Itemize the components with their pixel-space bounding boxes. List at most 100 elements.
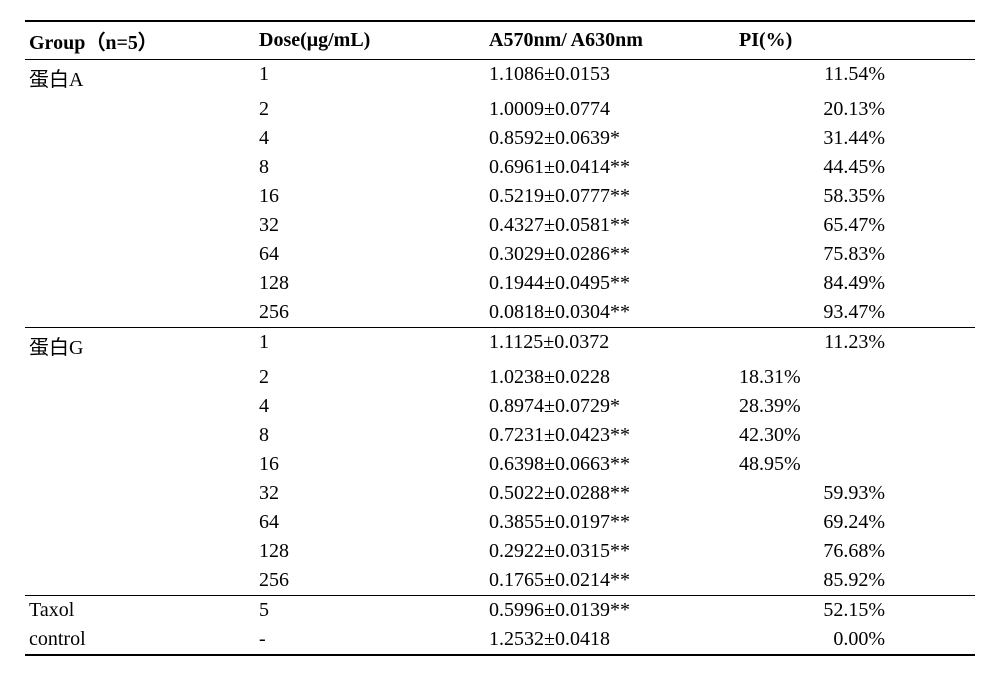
cell-group <box>25 508 255 537</box>
cell-abs: 0.6398±0.0663** <box>485 450 735 479</box>
cell-group: Taxol <box>25 596 255 626</box>
cell-dose: 16 <box>255 182 485 211</box>
cell-group <box>25 479 255 508</box>
cell-pi: 18.31% <box>735 363 975 392</box>
table-row: 1280.2922±0.0315**76.68% <box>25 537 975 566</box>
table-row: Taxol50.5996±0.0139**52.15% <box>25 596 975 626</box>
cell-dose: 2 <box>255 95 485 124</box>
cell-dose: 4 <box>255 392 485 421</box>
cell-abs: 0.5996±0.0139** <box>485 596 735 626</box>
header-row: Group（n=5） Dose(μg/mL) A570nm/ A630nm PI… <box>25 21 975 60</box>
cell-group <box>25 240 255 269</box>
table-row: 蛋白A11.1086±0.015311.54% <box>25 60 975 96</box>
cell-abs: 0.7231±0.0423** <box>485 421 735 450</box>
cell-pi: 20.13% <box>735 95 975 124</box>
cell-pi: 69.24% <box>735 508 975 537</box>
cell-abs: 0.2922±0.0315** <box>485 537 735 566</box>
table-row: 1280.1944±0.0495**84.49% <box>25 269 975 298</box>
cell-abs: 0.4327±0.0581** <box>485 211 735 240</box>
table-row: 320.4327±0.0581**65.47% <box>25 211 975 240</box>
cell-abs: 0.5022±0.0288** <box>485 479 735 508</box>
cell-dose: 32 <box>255 211 485 240</box>
cell-group: control <box>25 625 255 655</box>
cell-dose: 5 <box>255 596 485 626</box>
cell-dose: 8 <box>255 421 485 450</box>
cell-dose: 4 <box>255 124 485 153</box>
cell-dose: 16 <box>255 450 485 479</box>
cell-dose: 2 <box>255 363 485 392</box>
cell-abs: 0.8592±0.0639* <box>485 124 735 153</box>
cell-group <box>25 182 255 211</box>
cell-group: 蛋白A <box>25 60 255 96</box>
cell-abs: 0.3029±0.0286** <box>485 240 735 269</box>
cell-dose: - <box>255 625 485 655</box>
cell-pi: 48.95% <box>735 450 975 479</box>
cell-group <box>25 392 255 421</box>
cell-pi: 76.68% <box>735 537 975 566</box>
cell-pi: 42.30% <box>735 421 975 450</box>
cell-abs: 0.3855±0.0197** <box>485 508 735 537</box>
table-row: 2560.1765±0.0214**85.92% <box>25 566 975 596</box>
cell-abs: 0.0818±0.0304** <box>485 298 735 328</box>
cell-pi: 85.92% <box>735 566 975 596</box>
cell-abs: 0.5219±0.0777** <box>485 182 735 211</box>
table-row: 80.7231±0.0423**42.30% <box>25 421 975 450</box>
cell-group <box>25 298 255 328</box>
cell-pi: 11.23% <box>735 328 975 364</box>
cell-group <box>25 95 255 124</box>
table-row: 蛋白G11.1125±0.037211.23% <box>25 328 975 364</box>
cell-group <box>25 153 255 182</box>
cell-abs: 1.0238±0.0228 <box>485 363 735 392</box>
cell-group <box>25 269 255 298</box>
cell-pi: 44.45% <box>735 153 975 182</box>
table-row: 21.0009±0.077420.13% <box>25 95 975 124</box>
cell-pi: 28.39% <box>735 392 975 421</box>
cell-pi: 84.49% <box>735 269 975 298</box>
cell-pi: 31.44% <box>735 124 975 153</box>
cell-dose: 128 <box>255 537 485 566</box>
cell-pi: 75.83% <box>735 240 975 269</box>
cell-dose: 128 <box>255 269 485 298</box>
cell-pi: 11.54% <box>735 60 975 96</box>
cell-pi: 0.00% <box>735 625 975 655</box>
table-row: 160.6398±0.0663**48.95% <box>25 450 975 479</box>
cell-pi: 59.93% <box>735 479 975 508</box>
header-pi: PI(%) <box>735 21 975 60</box>
cell-dose: 32 <box>255 479 485 508</box>
header-abs: A570nm/ A630nm <box>485 21 735 60</box>
table-row: 160.5219±0.0777**58.35% <box>25 182 975 211</box>
cell-dose: 1 <box>255 60 485 96</box>
cell-group <box>25 211 255 240</box>
cell-pi: 58.35% <box>735 182 975 211</box>
data-table: Group（n=5） Dose(μg/mL) A570nm/ A630nm PI… <box>25 20 975 656</box>
cell-group <box>25 421 255 450</box>
cell-group <box>25 537 255 566</box>
cell-dose: 8 <box>255 153 485 182</box>
cell-abs: 0.1944±0.0495** <box>485 269 735 298</box>
cell-dose: 64 <box>255 240 485 269</box>
table-row: 21.0238±0.022818.31% <box>25 363 975 392</box>
header-dose: Dose(μg/mL) <box>255 21 485 60</box>
cell-group <box>25 566 255 596</box>
table-row: control-1.2532±0.04180.00% <box>25 625 975 655</box>
table-row: 40.8974±0.0729*28.39% <box>25 392 975 421</box>
cell-abs: 1.1086±0.0153 <box>485 60 735 96</box>
cell-dose: 256 <box>255 566 485 596</box>
table-row: 320.5022±0.0288**59.93% <box>25 479 975 508</box>
cell-pi: 52.15% <box>735 596 975 626</box>
cell-abs: 0.6961±0.0414** <box>485 153 735 182</box>
table-row: 640.3029±0.0286**75.83% <box>25 240 975 269</box>
cell-group <box>25 450 255 479</box>
cell-pi: 65.47% <box>735 211 975 240</box>
cell-dose: 64 <box>255 508 485 537</box>
cell-pi: 93.47% <box>735 298 975 328</box>
cell-abs: 0.1765±0.0214** <box>485 566 735 596</box>
cell-group: 蛋白G <box>25 328 255 364</box>
table-row: 80.6961±0.0414**44.45% <box>25 153 975 182</box>
cell-group <box>25 124 255 153</box>
cell-abs: 1.1125±0.0372 <box>485 328 735 364</box>
table-row: 40.8592±0.0639*31.44% <box>25 124 975 153</box>
header-group: Group（n=5） <box>25 21 255 60</box>
cell-abs: 1.2532±0.0418 <box>485 625 735 655</box>
cell-group <box>25 363 255 392</box>
